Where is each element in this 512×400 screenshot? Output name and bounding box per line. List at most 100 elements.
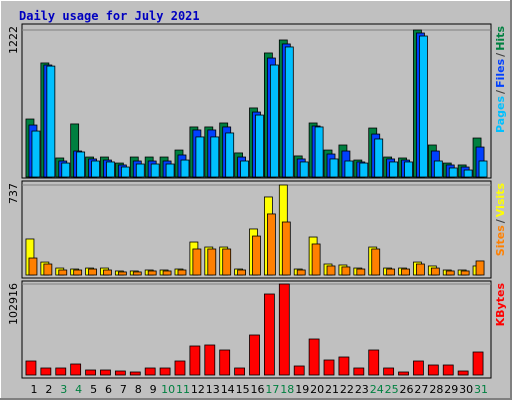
bar [192,248,202,276]
x-tick-label: 29 [444,383,458,396]
x-tick-label: 5 [90,383,97,396]
bar [267,213,276,276]
x-tick-label: 6 [105,383,112,396]
bar [70,363,82,376]
x-tick-label: 8 [135,383,142,396]
bar [91,160,100,178]
bar [311,243,321,276]
bar [278,283,290,376]
bar [204,344,216,376]
bar [135,163,145,178]
bar [389,161,399,178]
x-tick-label: 20 [310,383,324,396]
x-tick-label: 9 [150,383,157,396]
bar [463,169,473,178]
x-tick-label: 2 [45,383,52,396]
legend-entry: Hits [494,26,507,51]
bar [162,270,172,276]
legend-entry: Pages [494,95,507,133]
bar [234,367,245,376]
bar [460,270,470,276]
x-tick-label: 3 [60,383,67,396]
bar [58,269,68,276]
bar [383,367,395,376]
x-tick-label: 10 [161,383,175,396]
bar [43,263,53,276]
bar [150,163,160,178]
bar [207,248,217,276]
bar [404,161,413,178]
x-tick-label: 23 [355,383,369,396]
bar [419,35,428,178]
x-tick-label: 22 [340,383,354,396]
x-tick-label: 19 [295,383,309,396]
x-tick-label: 25 [385,383,399,396]
x-tick-label: 11 [176,383,190,396]
x-tick-label: 21 [325,383,339,396]
bar [314,126,324,178]
legend-entry: Files [494,58,507,88]
bar [189,345,201,376]
bar [88,268,97,276]
bar [299,161,309,178]
bar [445,270,455,276]
legend: Pages/Files/Hits [494,26,507,133]
bar [219,349,231,376]
x-tick-label: 16 [251,383,265,396]
x-tick-label: 24 [370,383,384,396]
x-tick-label: 15 [236,383,250,396]
bar [270,64,279,178]
bar [457,370,469,376]
x-tick-label: 7 [120,383,127,396]
bar [281,221,291,276]
legend: Sites /Visits [494,183,507,257]
bar [264,293,275,376]
bar [147,270,157,276]
legend-entry: Sites [494,225,507,256]
bar [31,130,41,178]
x-tick-label: 14 [221,383,235,396]
bar [46,65,56,178]
bar [430,267,440,276]
bar [323,359,335,376]
bar [40,367,52,376]
bar [117,271,127,276]
legend-separator: / [494,89,507,94]
bar [177,269,187,276]
bar [359,162,369,178]
bar [237,269,246,276]
bar [433,160,443,178]
legend-entry: Visits [494,183,507,218]
bar [398,371,409,376]
bar [106,161,115,178]
bar [180,159,190,178]
bar [28,257,38,276]
bar [472,351,484,376]
bar [222,248,232,276]
bar [100,369,111,376]
bar [249,334,260,376]
bar [296,269,306,276]
bar [326,265,336,276]
y-tick-label: 1222 [7,26,20,54]
bar [210,136,220,178]
bar [240,160,249,178]
x-tick-label: 27 [414,383,428,396]
bar [401,268,410,276]
x-tick-label: 28 [429,383,443,396]
bar [416,263,425,276]
bar [442,364,454,376]
y-tick-label: 737 [7,183,20,204]
bar [103,269,112,276]
bar [165,163,175,178]
bar [159,367,171,376]
bar [371,248,381,276]
bar [329,158,339,178]
bar [448,167,458,178]
x-tick-label: 13 [206,383,220,396]
x-tick-label: 30 [459,383,473,396]
bar [114,370,126,376]
bar [368,349,380,376]
bar [284,46,294,178]
